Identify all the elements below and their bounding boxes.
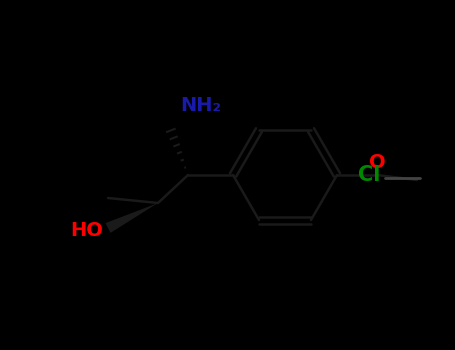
Polygon shape xyxy=(106,203,158,233)
Text: O: O xyxy=(369,153,385,172)
Text: Cl: Cl xyxy=(358,165,380,185)
Text: HO: HO xyxy=(70,222,103,240)
Text: NH₂: NH₂ xyxy=(180,96,221,115)
